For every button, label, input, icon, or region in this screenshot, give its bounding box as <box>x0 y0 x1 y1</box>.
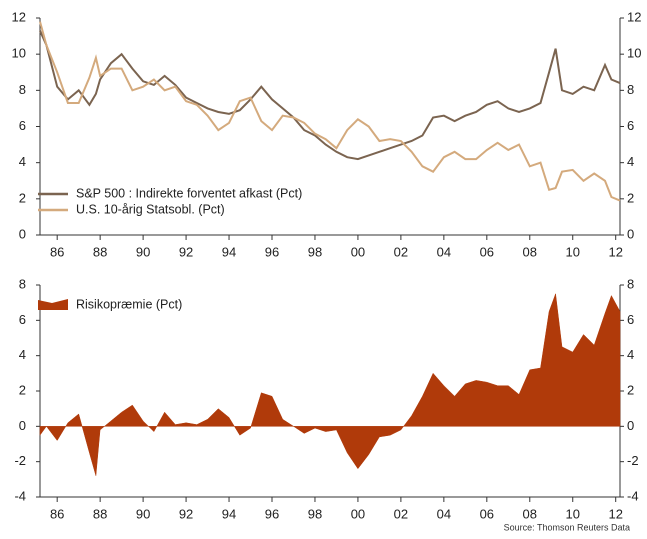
y-tick-label: 0 <box>19 226 26 241</box>
source: Source: Thomson Reuters Data <box>504 522 630 532</box>
line <box>39 21 621 202</box>
y-tick-label: -4 <box>14 488 26 503</box>
y-tick-label: 8 <box>19 276 26 291</box>
x-tick-label: 08 <box>523 244 537 259</box>
y-tick-label: 10 <box>12 46 26 61</box>
y-tick-label-right: 2 <box>627 382 634 397</box>
x-tick-label: 92 <box>179 244 193 259</box>
x-tick-label: 00 <box>351 506 365 521</box>
x-tick-label: 12 <box>608 244 622 259</box>
x-tick-label: 06 <box>480 506 494 521</box>
x-tick-label: 04 <box>437 244 451 259</box>
x-tick-label: 90 <box>136 506 150 521</box>
y-tick-label-right: 0 <box>627 418 634 433</box>
y-tick-label: -2 <box>14 453 26 468</box>
y-tick-label: 6 <box>19 118 26 133</box>
y-tick-label-right: 4 <box>627 154 634 169</box>
x-tick-label: 94 <box>222 244 236 259</box>
area <box>39 293 621 476</box>
x-tick-label: 10 <box>566 506 580 521</box>
y-tick-label-right: 8 <box>627 276 634 291</box>
y-tick-label-right: 6 <box>627 118 634 133</box>
y-tick-label-right: 12 <box>627 9 641 24</box>
legend-label: S&P 500 : Indirekte forventet afkast (Pc… <box>76 186 302 200</box>
x-tick-label: 10 <box>566 244 580 259</box>
legend-swatch <box>38 299 68 310</box>
x-tick-label: 04 <box>437 506 451 521</box>
x-tick-label: 96 <box>265 506 279 521</box>
y-tick-label: 2 <box>19 190 26 205</box>
x-tick-label: 02 <box>394 244 408 259</box>
y-tick-label: 4 <box>19 347 26 362</box>
x-tick-label: 86 <box>50 244 64 259</box>
y-tick-label-right: 10 <box>627 46 641 61</box>
x-tick-label: 86 <box>50 506 64 521</box>
y-tick-label: 12 <box>12 9 26 24</box>
y-tick-label-right: 2 <box>627 190 634 205</box>
y-tick-label-right: 0 <box>627 226 634 241</box>
y-tick-label-right: 8 <box>627 82 634 97</box>
x-tick-label: 02 <box>394 506 408 521</box>
x-tick-label: 92 <box>179 506 193 521</box>
line <box>39 30 621 161</box>
x-tick-label: 94 <box>222 506 236 521</box>
y-tick-label-right: -2 <box>627 453 639 468</box>
y-tick-label-right: 4 <box>627 347 634 362</box>
x-tick-label: 08 <box>523 506 537 521</box>
x-tick-label: 06 <box>480 244 494 259</box>
y-tick-label-right: 6 <box>627 312 634 327</box>
y-tick-label: 6 <box>19 312 26 327</box>
x-tick-label: 98 <box>308 244 322 259</box>
x-tick-label: 90 <box>136 244 150 259</box>
legend-label: Risikopræmie (Pct) <box>76 297 182 311</box>
y-tick-label: 2 <box>19 382 26 397</box>
x-tick-label: 00 <box>351 244 365 259</box>
y-tick-label-right: -4 <box>627 488 639 503</box>
x-tick-label: 88 <box>93 506 107 521</box>
x-tick-label: 88 <box>93 244 107 259</box>
x-tick-label: 12 <box>608 506 622 521</box>
y-tick-label: 4 <box>19 154 26 169</box>
x-tick-label: 98 <box>308 506 322 521</box>
legend-label: U.S. 10-årig Statsobl. (Pct) <box>76 202 225 216</box>
x-tick-label: 96 <box>265 244 279 259</box>
y-tick-label: 0 <box>19 418 26 433</box>
y-tick-label: 8 <box>19 82 26 97</box>
